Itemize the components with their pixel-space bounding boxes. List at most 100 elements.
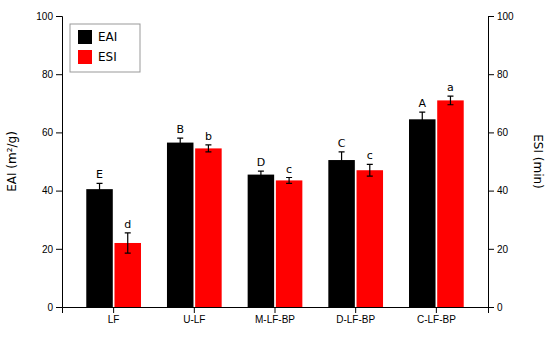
- error-bar: [367, 164, 373, 176]
- tick: C-LF-BP: [417, 307, 456, 325]
- bar: [248, 175, 275, 307]
- y-axis: 0 20 40 60 80 100: [36, 11, 62, 313]
- tick-mark: [488, 16, 494, 17]
- x-axis: LF U-LF M-LF-BP D-LF-BP C-LF-BP: [63, 307, 489, 325]
- chart: 0 20 40 60 80 100 0 20 40 60 80 100 LF U-LF M-LF-BP D-L…: [0, 0, 550, 347]
- annotation: A: [418, 97, 426, 110]
- annotation: b: [205, 130, 212, 143]
- annotation: B: [176, 123, 184, 136]
- tick-label: 20: [42, 244, 54, 255]
- tick-label: 100: [497, 11, 514, 22]
- legend-label: EAI: [98, 30, 117, 44]
- bar: [437, 100, 464, 307]
- tick: 100: [36, 11, 62, 22]
- tick: 40: [42, 185, 62, 196]
- error-bar: [125, 233, 131, 253]
- axis-title: ESI (min): [531, 134, 545, 189]
- tick: 100: [488, 11, 514, 22]
- bar: [409, 119, 436, 307]
- axis-title: EAI (m²/g): [5, 131, 19, 192]
- tick: 0: [488, 302, 503, 313]
- tick-label: 80: [497, 69, 509, 80]
- tick: 80: [488, 69, 509, 80]
- tick: 80: [42, 69, 62, 80]
- tick: M-LF-BP: [255, 307, 295, 325]
- tick: 60: [42, 127, 62, 138]
- bar: [276, 180, 303, 307]
- tick-mark: [56, 191, 62, 192]
- tick: D-LF-BP: [336, 307, 375, 325]
- annotations: E B D C Ad b c c a: [96, 81, 454, 231]
- series: [86, 112, 435, 307]
- legend-frame: [70, 24, 140, 72]
- tick-label: 0: [47, 302, 53, 313]
- series: [114, 96, 463, 307]
- legend-swatch: [78, 30, 92, 44]
- tick-label: 40: [497, 185, 509, 196]
- tick-label: 60: [42, 127, 54, 138]
- tick-mark: [56, 307, 62, 308]
- tick: U-LF: [183, 307, 205, 325]
- legend-item: EAI: [78, 30, 117, 44]
- bar: [328, 160, 355, 307]
- tick-mark: [56, 74, 62, 75]
- tick: 20: [488, 244, 509, 255]
- tick-mark: [355, 307, 356, 313]
- annotation: E: [96, 168, 103, 181]
- error-bar: [258, 171, 264, 178]
- bar: [86, 189, 113, 307]
- tick: 40: [488, 185, 509, 196]
- tick-label: D-LF-BP: [336, 314, 375, 325]
- tick-mark: [488, 132, 494, 133]
- tick-label: 60: [497, 127, 509, 138]
- tick-label: 20: [497, 244, 509, 255]
- tick-mark: [275, 307, 276, 313]
- error-bar: [97, 183, 103, 195]
- tick-label: 80: [42, 69, 54, 80]
- tick: LF: [108, 307, 120, 325]
- plot: 0 20 40 60 80 100 0 20 40 60 80 100 LF U-LF M-LF-BP D-L…: [36, 11, 514, 325]
- tick-mark: [488, 74, 494, 75]
- tick-label: LF: [108, 314, 120, 325]
- annotation: c: [367, 149, 373, 162]
- axis-line: [63, 308, 489, 314]
- legend: EAI ESI: [70, 24, 140, 72]
- tick-mark: [113, 307, 114, 313]
- axis-line: [489, 17, 495, 308]
- tick-mark: [436, 307, 437, 313]
- tick-mark: [194, 307, 195, 313]
- marks: [86, 96, 463, 307]
- annotation: C: [338, 137, 346, 150]
- annotation: D: [257, 156, 265, 169]
- tick: 0: [47, 302, 62, 313]
- error-bar: [205, 145, 211, 152]
- annotation: c: [286, 163, 292, 176]
- error-bar: [419, 112, 425, 127]
- annotation: d: [124, 218, 131, 231]
- tick: 20: [42, 244, 62, 255]
- bar: [167, 143, 194, 307]
- tick-mark: [56, 132, 62, 133]
- tick-label: U-LF: [183, 314, 205, 325]
- tick-mark: [488, 249, 494, 250]
- bar: [195, 148, 222, 307]
- tick-label: 40: [42, 185, 54, 196]
- annotation: a: [447, 81, 454, 94]
- tick-label: 100: [36, 11, 53, 22]
- legend-label: ESI: [98, 50, 117, 64]
- tick-label: M-LF-BP: [255, 314, 295, 325]
- bar: [357, 170, 384, 307]
- tick-mark: [488, 191, 494, 192]
- y2-axis: 0 20 40 60 80 100: [488, 11, 514, 313]
- error-bar: [286, 178, 292, 184]
- tick-label: C-LF-BP: [417, 314, 456, 325]
- error-bar: [447, 96, 453, 105]
- legend-swatch: [78, 50, 92, 64]
- tick-label: 0: [497, 302, 503, 313]
- legend-item: ESI: [78, 50, 117, 64]
- tick-mark: [56, 16, 62, 17]
- error-bar: [177, 138, 183, 147]
- axis-line: [56, 17, 63, 308]
- tick-mark: [56, 249, 62, 250]
- error-bar: [339, 152, 345, 168]
